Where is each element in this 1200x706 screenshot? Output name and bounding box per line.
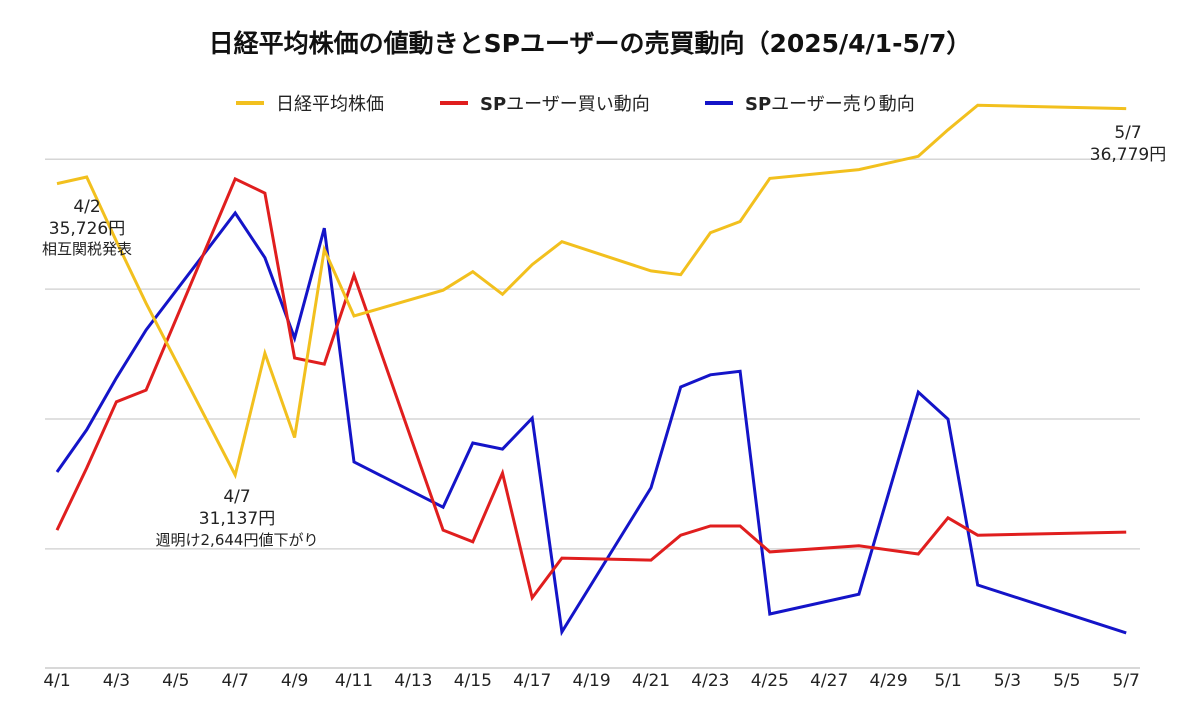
chart-title: 日経平均株価の値動きとSPユーザーの売買動向（2025/4/1-5/7） <box>209 29 972 58</box>
x-tick-label: 4/9 <box>281 671 308 691</box>
x-tick-label: 5/7 <box>1113 671 1140 691</box>
x-tick-label: 4/13 <box>394 671 432 691</box>
series-line-nikkei <box>56 103 1127 480</box>
annotation-value: 31,137円 <box>199 509 275 529</box>
x-tick-label: 4/7 <box>222 671 249 691</box>
x-tick-label: 4/15 <box>454 671 492 691</box>
legend-label-buy: SPユーザー買い動向 <box>480 94 650 115</box>
x-tick-label: 4/23 <box>691 671 729 691</box>
x-tick-label: 4/19 <box>573 671 611 691</box>
x-tick-label: 4/17 <box>513 671 551 691</box>
x-tick-label: 4/29 <box>870 671 908 691</box>
annotation-date: 4/7 <box>223 487 250 507</box>
annotation-4-7: 4/7 31,137円 週明け2,644円値下がり <box>156 487 319 549</box>
legend-label-sell: SPユーザー売り動向 <box>745 94 915 115</box>
x-tick-label: 5/3 <box>994 671 1021 691</box>
annotation-note: 週明け2,644円値下がり <box>156 531 319 549</box>
x-tick-label: 4/27 <box>810 671 848 691</box>
x-tick-label: 4/1 <box>43 671 70 691</box>
series-line-sell <box>55 210 1127 637</box>
x-tick-label: 4/5 <box>162 671 189 691</box>
x-tick-label: 5/1 <box>934 671 961 691</box>
annotation-4-2: 4/2 35,726円 相互関税発表 <box>42 197 132 258</box>
x-tick-label: 4/3 <box>103 671 130 691</box>
x-axis-ticks: 4/1 4/3 4/5 4/7 4/9 4/11 4/13 4/15 4/17 4/19 4/21 4… <box>43 671 1140 691</box>
annotation-date: 4/2 <box>73 197 100 217</box>
x-tick-label: 5/5 <box>1053 671 1080 691</box>
gridlines <box>45 158 1140 550</box>
annotation-date: 5/7 <box>1114 123 1141 143</box>
annotation-value: 36,779円 <box>1090 145 1166 165</box>
annotation-note: 相互関税発表 <box>42 240 132 258</box>
legend: 日経平均株価 SPユーザー買い動向 SPユーザー売り動向 <box>236 94 915 115</box>
x-tick-label: 4/11 <box>335 671 373 691</box>
annotation-value: 35,726円 <box>49 219 125 239</box>
series-line-buy <box>55 176 1127 602</box>
x-tick-label: 4/25 <box>751 671 789 691</box>
series-lines <box>55 103 1127 637</box>
legend-label-nikkei: 日経平均株価 <box>276 94 384 115</box>
annotation-5-7: 5/7 36,779円 <box>1090 123 1166 165</box>
x-tick-label: 4/21 <box>632 671 670 691</box>
